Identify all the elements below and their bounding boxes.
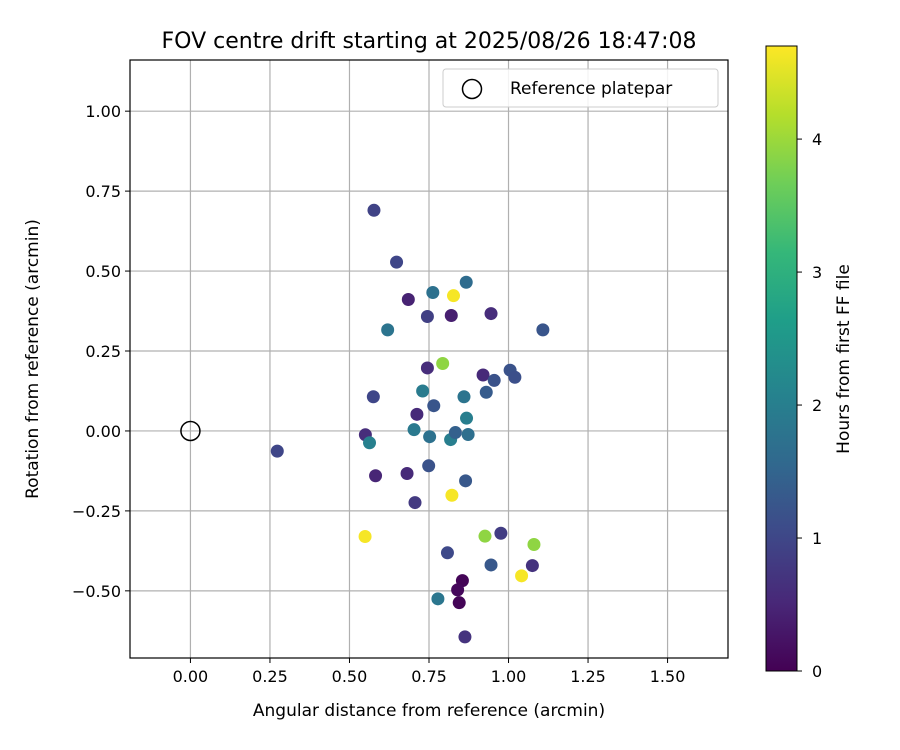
data-point	[527, 537, 541, 551]
y-tick-label: −0.25	[72, 502, 121, 521]
data-point	[484, 558, 498, 572]
colorbar-ticks: 0 1 2 3 4	[797, 130, 822, 681]
x-tick-label: 0.00	[173, 667, 209, 686]
data-point	[270, 444, 284, 458]
data-point	[461, 427, 475, 441]
data-point	[458, 630, 472, 644]
data-point	[478, 529, 492, 543]
data-point	[400, 466, 414, 480]
data-point	[445, 488, 459, 502]
x-tick-label: 1.50	[650, 667, 686, 686]
y-tick-label: 1.00	[85, 102, 121, 121]
data-point	[422, 459, 436, 473]
data-point	[451, 583, 465, 597]
data-point	[410, 407, 424, 421]
data-point	[431, 592, 445, 606]
data-point	[444, 309, 458, 323]
legend: Reference platepar	[442, 68, 719, 108]
y-tick-label: 0.25	[85, 342, 121, 361]
data-point	[452, 596, 466, 610]
data-point	[363, 436, 377, 450]
data-points	[180, 203, 550, 644]
colorbar-tick-label: 3	[812, 263, 822, 282]
legend-reference-marker	[461, 78, 483, 100]
data-point	[479, 385, 493, 399]
grid-lines	[130, 60, 728, 658]
y-axis-label: Rotation from reference (arcmin)	[23, 219, 43, 499]
data-point	[446, 289, 460, 303]
data-point	[381, 323, 395, 337]
x-tick-label: 0.50	[332, 667, 368, 686]
data-point	[416, 384, 430, 398]
chart-title: FOV centre drift starting at 2025/08/26 …	[162, 29, 697, 54]
data-point	[367, 203, 381, 217]
legend-box	[442, 68, 719, 108]
reference-marker	[180, 420, 201, 442]
y-tick-label: 0.50	[85, 262, 121, 281]
data-point	[401, 293, 415, 307]
data-point	[407, 423, 421, 437]
data-point	[459, 275, 473, 289]
data-point	[487, 373, 501, 387]
data-point	[390, 255, 404, 269]
data-point	[536, 323, 550, 337]
data-point	[420, 361, 434, 375]
data-point	[508, 370, 522, 384]
colorbar-tick-label: 2	[812, 396, 822, 415]
colorbar-gradient	[765, 45, 798, 672]
data-point	[423, 430, 437, 444]
data-point	[448, 426, 462, 440]
x-tick-label: 0.25	[252, 667, 288, 686]
x-tick-label: 1.25	[570, 667, 606, 686]
x-axis-label: Angular distance from reference (arcmin)	[253, 701, 605, 721]
data-point	[426, 285, 440, 299]
data-point	[369, 469, 383, 483]
data-point	[484, 307, 498, 321]
data-point	[459, 474, 473, 488]
colorbar-label: Hours from first FF file	[834, 264, 854, 454]
data-point	[366, 390, 380, 404]
data-point	[440, 546, 454, 560]
data-point	[460, 411, 474, 425]
y-tick-label: 0.75	[85, 182, 121, 201]
data-point	[408, 496, 422, 510]
x-axis-ticks: 0.00 0.25 0.50 0.75 1.00 1.25 1.50	[173, 658, 686, 686]
colorbar-tick-label: 1	[812, 529, 822, 548]
data-point	[436, 356, 450, 370]
data-point	[457, 390, 471, 404]
data-point	[358, 529, 372, 543]
data-point	[427, 399, 441, 413]
colorbar: 0 1 2 3 4 Hours from first FF file	[765, 45, 854, 681]
data-point	[515, 569, 529, 583]
y-axis-ticks: 1.00 0.75 0.50 0.25 0.00 −0.25 −0.50	[72, 102, 130, 601]
data-point	[525, 559, 539, 573]
x-tick-label: 1.00	[491, 667, 527, 686]
y-tick-label: −0.50	[72, 582, 121, 601]
y-tick-label: 0.00	[85, 422, 121, 441]
data-point	[420, 309, 434, 323]
colorbar-tick-label: 4	[812, 130, 822, 149]
x-tick-label: 0.75	[411, 667, 447, 686]
colorbar-tick-label: 0	[812, 662, 822, 681]
data-point	[494, 526, 508, 540]
data-point	[476, 368, 490, 382]
legend-reference-label: Reference platepar	[510, 79, 672, 99]
